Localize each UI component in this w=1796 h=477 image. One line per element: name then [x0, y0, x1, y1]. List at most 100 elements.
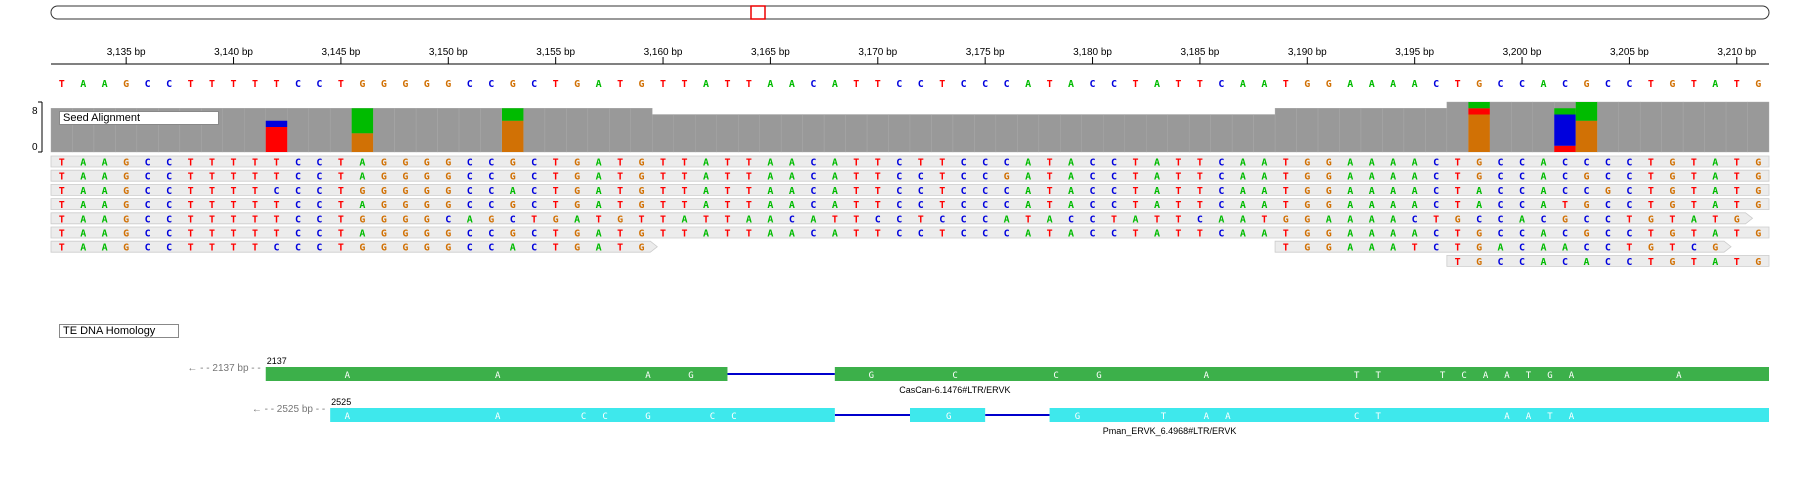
- read-base: C: [1691, 243, 1697, 254]
- read-base: C: [467, 200, 473, 211]
- seed-alignment-track-label[interactable]: Seed Alignment: [59, 111, 219, 125]
- read-base: A: [1240, 214, 1246, 225]
- read-base: T: [1197, 200, 1203, 211]
- coverage-bar: [1188, 114, 1211, 153]
- read-base: T: [1175, 229, 1181, 240]
- read-base: A: [1261, 186, 1267, 197]
- read-base: A: [574, 214, 580, 225]
- read-base: A: [80, 158, 86, 169]
- read-base: T: [853, 158, 859, 169]
- coverage-bar: [1360, 108, 1383, 153]
- read-base: C: [1111, 186, 1117, 197]
- read-base: C: [531, 186, 537, 197]
- feature-base: A: [495, 371, 501, 381]
- reference-base: G: [402, 79, 408, 90]
- te-feature[interactable]: ← - - 2525 bp - - 2525 A A C C G C C G G T A A C T A A T A…: [252, 397, 1769, 436]
- coverage-bar: [587, 108, 610, 153]
- reference-base: A: [1240, 79, 1246, 90]
- read-base: T: [1734, 186, 1740, 197]
- read-base: A: [1025, 200, 1031, 211]
- ruler-tick-label: 3,140 bp: [214, 47, 253, 58]
- feature-base: T: [1375, 412, 1381, 422]
- read-base: T: [1648, 158, 1654, 169]
- read-base: A: [832, 172, 838, 183]
- read-base: T: [875, 229, 881, 240]
- read-base: A: [1540, 200, 1546, 211]
- coverage-bar: [308, 108, 331, 153]
- read-base: A: [596, 158, 602, 169]
- reference-base: G: [381, 79, 387, 90]
- read-base: G: [381, 214, 387, 225]
- read-base: T: [1132, 200, 1138, 211]
- read-base: A: [1261, 158, 1267, 169]
- read-base: G: [424, 229, 430, 240]
- feature-base: T: [1375, 371, 1381, 381]
- read-base: A: [359, 200, 365, 211]
- read-base: T: [875, 158, 881, 169]
- read-base: T: [724, 186, 730, 197]
- feature-name-label: CasCan-6.1476#LTR/ERVK: [899, 385, 1010, 395]
- coverage-bar: [1274, 108, 1297, 153]
- read-base: A: [1240, 229, 1246, 240]
- read-base: T: [1283, 158, 1289, 169]
- read-base: T: [1691, 257, 1697, 268]
- read-base: A: [1369, 186, 1375, 197]
- reference-base: C: [1218, 79, 1224, 90]
- read-base: T: [1197, 158, 1203, 169]
- read-base: A: [359, 158, 365, 169]
- coverage-bar: [1296, 108, 1319, 153]
- read-base: G: [510, 158, 516, 169]
- read-base: C: [918, 186, 924, 197]
- read-base: G: [1476, 229, 1482, 240]
- read-base: C: [295, 243, 301, 254]
- feature-block: [834, 367, 1769, 381]
- read-base: C: [1218, 186, 1224, 197]
- read-base: C: [316, 229, 322, 240]
- read-base: T: [853, 229, 859, 240]
- read-base: T: [553, 186, 559, 197]
- read-base: G: [123, 158, 129, 169]
- te-homology-track-label[interactable]: TE DNA Homology: [59, 324, 179, 338]
- read-base: C: [918, 229, 924, 240]
- read-base: C: [531, 243, 537, 254]
- coverage-bar: [1210, 114, 1233, 153]
- ruler: 3,135 bp 3,140 bp 3,145 bp 3,150 bp 3,155 bp…: [107, 47, 1757, 64]
- current-region-marker[interactable]: [750, 5, 766, 20]
- reference-base: C: [531, 79, 537, 90]
- ruler-tick-label: 3,170 bp: [858, 47, 897, 58]
- feature-base: T: [1526, 371, 1532, 381]
- chromosome-overview-bar[interactable]: [50, 5, 1770, 20]
- read-base: T: [875, 200, 881, 211]
- read-base: T: [59, 243, 65, 254]
- read-base: A: [1154, 158, 1160, 169]
- read-base: T: [1712, 214, 1718, 225]
- read-base: C: [467, 158, 473, 169]
- read-base: T: [1283, 200, 1289, 211]
- read-base: G: [402, 200, 408, 211]
- read-base: A: [1712, 229, 1718, 240]
- read-base: C: [488, 158, 494, 169]
- read-base: C: [961, 158, 967, 169]
- reference-base: C: [488, 79, 494, 90]
- read-base: T: [231, 243, 237, 254]
- read-base: A: [1712, 186, 1718, 197]
- read-base: C: [1433, 186, 1439, 197]
- read-base: T: [1691, 229, 1697, 240]
- read-base: C: [1562, 172, 1568, 183]
- feature-block: [330, 408, 835, 422]
- read-base: A: [1261, 200, 1267, 211]
- feature-base: C: [952, 371, 957, 381]
- read-base: A: [80, 172, 86, 183]
- read-base: A: [703, 229, 709, 240]
- te-feature[interactable]: ← - - 2137 bp - - 2137 A A A G G C C G A T T T C A A T G A…: [187, 356, 1769, 395]
- read-base: T: [188, 172, 194, 183]
